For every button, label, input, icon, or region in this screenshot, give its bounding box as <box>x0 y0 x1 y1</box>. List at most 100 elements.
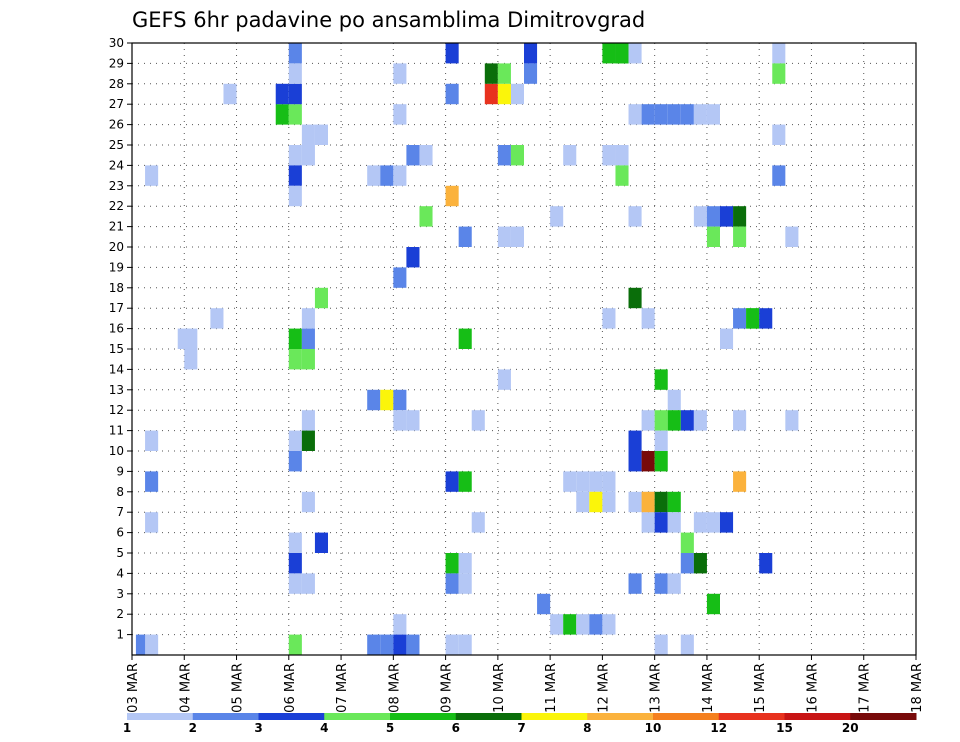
precip-cell-38 <box>314 287 328 309</box>
precip-cell-53 <box>393 634 407 655</box>
precip-cell-61 <box>445 83 459 105</box>
precip-cell-50 <box>393 389 407 411</box>
y-tick-label-11: 11 <box>109 424 124 438</box>
precip-cell-144 <box>693 104 707 125</box>
precip-cell-68 <box>458 328 472 349</box>
precip-cell-124 <box>654 104 668 125</box>
precip-cell-29 <box>301 124 315 145</box>
precip-cell-97 <box>589 471 603 492</box>
precip-cell-98 <box>589 491 603 513</box>
legend-label-7: 8 <box>583 721 591 735</box>
legend-label-4: 5 <box>386 721 394 735</box>
precip-cell-119 <box>641 410 655 431</box>
legend-swatch-7 <box>587 713 654 720</box>
precip-cell-20 <box>288 328 302 349</box>
x-axis-ticks: 03 MAR 04 MAR 05 MAR 06 MAR 07 MAR 08 MAR 09 M… <box>126 655 925 713</box>
legend-label-0: 1 <box>123 721 131 735</box>
precip-cell-76 <box>484 63 498 84</box>
precip-cells <box>135 43 799 655</box>
y-tick-label-23: 23 <box>109 179 124 193</box>
legend-label-1: 2 <box>189 721 197 735</box>
precip-cell-112 <box>628 206 642 227</box>
precip-cell-43 <box>380 165 394 186</box>
y-tick-label-28: 28 <box>109 77 124 91</box>
legend-label-5: 6 <box>452 721 460 735</box>
y-tick-label-17: 17 <box>109 301 124 315</box>
precip-cell-91 <box>563 471 577 492</box>
precip-cell-127 <box>654 430 668 451</box>
precip-cell-60 <box>445 43 459 64</box>
precip-cell-31 <box>301 328 315 349</box>
precip-cell-75 <box>484 83 498 105</box>
precip-cell-148 <box>693 553 707 574</box>
x-tick-label-9: 12 MAR <box>596 663 611 713</box>
precip-cell-115 <box>628 451 642 472</box>
precip-cell-64 <box>445 553 459 574</box>
x-tick-label-0: 03 MAR <box>126 663 141 713</box>
x-tick-label-1: 04 MAR <box>178 663 193 713</box>
y-tick-label-29: 29 <box>109 56 124 70</box>
precip-cell-84 <box>510 83 524 105</box>
precip-cell-22 <box>288 430 302 451</box>
precip-cell-139 <box>680 104 694 125</box>
precip-cell-71 <box>458 573 472 594</box>
precip-cell-101 <box>602 491 616 513</box>
precip-cell-21 <box>288 349 302 370</box>
legend-swatch-1 <box>192 713 259 720</box>
precip-cell-37 <box>314 124 328 145</box>
legend-label-9: 12 <box>710 721 727 735</box>
legend-swatch-8 <box>653 713 720 720</box>
y-tick-label-13: 13 <box>109 383 124 397</box>
precip-cell-111 <box>628 104 642 125</box>
legend-swatch-4 <box>390 713 457 720</box>
precip-cell-52 <box>393 614 407 635</box>
precip-cell-153 <box>706 593 720 615</box>
x-tick-label-11: 14 MAR <box>701 663 716 713</box>
x-tick-label-12: 15 MAR <box>753 663 768 713</box>
precip-cell-13 <box>288 104 302 125</box>
precip-cell-110 <box>628 573 642 594</box>
x-tick-label-10: 13 MAR <box>649 663 664 713</box>
y-tick-label-2: 2 <box>116 607 124 621</box>
precip-cell-58 <box>419 145 433 166</box>
precip-cell-94 <box>576 471 590 492</box>
precip-cell-14 <box>288 83 302 105</box>
y-tick-label-10: 10 <box>109 444 124 458</box>
precip-cell-69 <box>458 471 472 492</box>
precip-cell-130 <box>654 512 668 533</box>
precip-cell-26 <box>288 573 302 594</box>
precip-cell-151 <box>706 226 720 247</box>
precip-cell-28 <box>301 145 315 166</box>
precip-cell-77 <box>497 83 511 105</box>
precip-cell-125 <box>654 369 668 390</box>
precip-cell-143 <box>680 634 694 655</box>
precip-cell-36 <box>301 573 315 594</box>
precip-cell-146 <box>693 410 707 431</box>
precip-cell-35 <box>301 491 315 513</box>
legend-swatch-6 <box>521 713 588 720</box>
precip-cell-106 <box>615 145 629 166</box>
precip-cell-164 <box>759 308 773 329</box>
x-tick-label-4: 07 MAR <box>335 663 350 713</box>
precip-cell-16 <box>288 63 302 84</box>
precip-cell-4 <box>145 165 159 186</box>
precip-cell-81 <box>497 369 511 390</box>
precip-cell-73 <box>471 410 485 431</box>
precip-cell-82 <box>510 145 524 166</box>
precip-cell-99 <box>602 614 616 635</box>
precip-cell-12 <box>275 83 289 105</box>
legend-label-8: 10 <box>645 721 662 735</box>
precip-cell-62 <box>445 185 459 207</box>
y-tick-label-9: 9 <box>116 464 124 478</box>
legend-label-2: 3 <box>254 721 262 735</box>
legend-label-6: 7 <box>517 721 525 735</box>
precip-cell-23 <box>288 451 302 472</box>
precip-cell-65 <box>445 573 459 594</box>
precip-cell-3 <box>145 430 159 451</box>
precip-cell-145 <box>693 206 707 227</box>
precip-cell-147 <box>693 512 707 533</box>
legend-swatch-11 <box>850 713 917 720</box>
precip-cell-2 <box>145 512 159 533</box>
precip-cell-107 <box>615 165 629 186</box>
precip-cell-1 <box>145 634 159 655</box>
